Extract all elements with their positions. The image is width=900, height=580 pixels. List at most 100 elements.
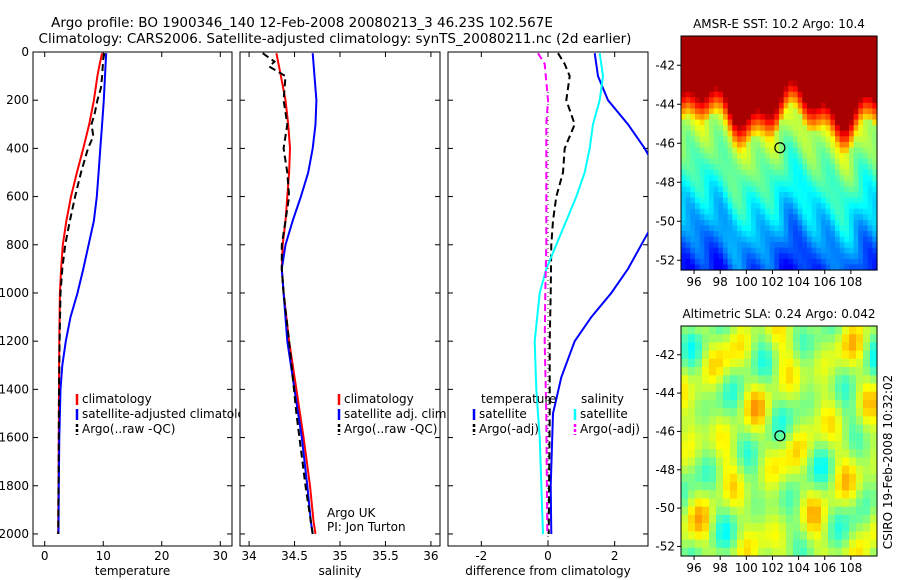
sst_map-cell bbox=[811, 164, 817, 171]
sst_map-cell bbox=[713, 231, 719, 238]
sst_map-cell bbox=[704, 63, 710, 71]
sst_map-cell bbox=[709, 136, 715, 143]
sst_map-cell bbox=[867, 80, 873, 87]
sst_map-cell bbox=[779, 114, 785, 121]
sst_map-cell bbox=[755, 36, 761, 43]
sla_map-cell bbox=[681, 523, 689, 532]
sst_map-cell bbox=[737, 192, 743, 199]
sla_map-cell bbox=[751, 375, 759, 385]
sst_map-cell bbox=[811, 247, 817, 254]
sst_map-cell bbox=[723, 258, 729, 266]
sst_map-xtick-label: 96 bbox=[686, 275, 701, 289]
sst_map-cell bbox=[788, 253, 794, 260]
sla_map-cell bbox=[723, 506, 731, 516]
sst_map-cell bbox=[760, 236, 766, 243]
sla_map-cell bbox=[744, 506, 752, 516]
temperature-xtick-label: 0 bbox=[41, 549, 49, 563]
sst_map-cell bbox=[727, 242, 733, 249]
sst_map-cell bbox=[685, 91, 691, 98]
sla_map-cell bbox=[786, 383, 794, 393]
sla_map-cell bbox=[870, 375, 878, 385]
sst_map-cell bbox=[863, 47, 869, 54]
sst_map-cell bbox=[699, 136, 705, 143]
sst_map-cell bbox=[704, 136, 710, 143]
sst_map-cell bbox=[839, 186, 845, 193]
sla_map-cell bbox=[744, 358, 752, 368]
sst_map-cell bbox=[853, 175, 859, 182]
sla_map-cell bbox=[730, 383, 738, 393]
sst_map-cell bbox=[774, 136, 780, 143]
sst_map-cell bbox=[727, 258, 733, 266]
sst_map-cell bbox=[788, 242, 794, 249]
sst_map-cell bbox=[858, 231, 864, 238]
sst_map-cell bbox=[811, 225, 817, 232]
sst_map-cell bbox=[839, 97, 845, 104]
sla_map-cell bbox=[730, 391, 738, 401]
sst_map-cell bbox=[741, 69, 747, 76]
sst_map-cell bbox=[723, 197, 729, 204]
sst_map-cell bbox=[863, 75, 869, 82]
sla_map-cell bbox=[688, 391, 696, 401]
sst_map-cell bbox=[858, 47, 864, 54]
sst_map-cell bbox=[816, 147, 822, 154]
sst_map-cell bbox=[839, 242, 845, 249]
sst_map-cell bbox=[835, 91, 841, 98]
sst_map-cell bbox=[751, 136, 757, 143]
sla_map-cell bbox=[709, 358, 717, 368]
sst_map-cell bbox=[718, 130, 724, 137]
sla_map-cell bbox=[828, 326, 836, 335]
sst_map-cell bbox=[816, 219, 822, 227]
sst_map-cell bbox=[783, 180, 789, 188]
sst_map-cell bbox=[699, 91, 705, 98]
sla_map-cell bbox=[709, 523, 717, 532]
sst_map-cell bbox=[779, 253, 785, 260]
sst_map-cell bbox=[709, 158, 715, 165]
sla_map-cell bbox=[800, 416, 808, 426]
sst_map-cell bbox=[765, 180, 771, 188]
sla_map-argo-marker bbox=[774, 430, 786, 442]
sst_map-cell bbox=[760, 75, 766, 82]
sla_map-cell bbox=[772, 391, 780, 401]
sst_map-cell bbox=[788, 186, 794, 193]
sla_map-cell bbox=[779, 416, 787, 426]
sst_map-cell bbox=[835, 197, 841, 204]
sst_map-cell bbox=[783, 47, 789, 54]
sst_map-cell bbox=[858, 242, 864, 249]
sst_map-cell bbox=[695, 147, 701, 154]
sst_map-cell bbox=[681, 108, 687, 115]
sla_map-cell bbox=[870, 350, 878, 360]
sst_map-cell bbox=[853, 258, 859, 266]
sst_map-cell bbox=[872, 36, 878, 43]
sla_map-cell bbox=[856, 482, 864, 491]
sla_map-cell bbox=[716, 482, 724, 491]
sla_map-cell bbox=[863, 367, 871, 376]
sst_map-cell bbox=[755, 153, 761, 160]
sst_map-cell bbox=[737, 147, 743, 154]
sla_map-cell bbox=[786, 531, 794, 541]
sst_map-cell bbox=[825, 197, 831, 204]
sla_map-cell bbox=[842, 375, 850, 385]
sst_map-cell bbox=[807, 197, 813, 204]
sst_map-cell bbox=[727, 141, 733, 149]
sst_map-cell bbox=[849, 203, 855, 210]
sst_map-cell bbox=[839, 225, 845, 232]
sst_map-cell bbox=[699, 41, 705, 48]
sst_map-cell bbox=[863, 69, 869, 76]
sst_map-cell bbox=[802, 175, 808, 182]
sla_map-cell bbox=[821, 449, 829, 459]
sst_map-cell bbox=[811, 47, 817, 54]
sla_map-cell bbox=[821, 539, 829, 549]
sla_map-cell bbox=[730, 514, 738, 524]
sst_map-cell bbox=[727, 130, 733, 137]
sst_map-cell bbox=[797, 247, 803, 254]
sst_map-cell bbox=[863, 225, 869, 232]
sst_map-cell bbox=[718, 253, 724, 260]
sla_map-cell bbox=[730, 375, 738, 385]
sst_map-cell bbox=[797, 208, 803, 215]
sla_map-cell bbox=[863, 465, 871, 475]
sst_map-cell bbox=[849, 214, 855, 221]
sst_map-cell bbox=[751, 108, 757, 115]
sst_map-cell bbox=[844, 153, 850, 160]
sla_map-cell bbox=[800, 326, 808, 335]
sst_map-cell bbox=[830, 236, 836, 243]
